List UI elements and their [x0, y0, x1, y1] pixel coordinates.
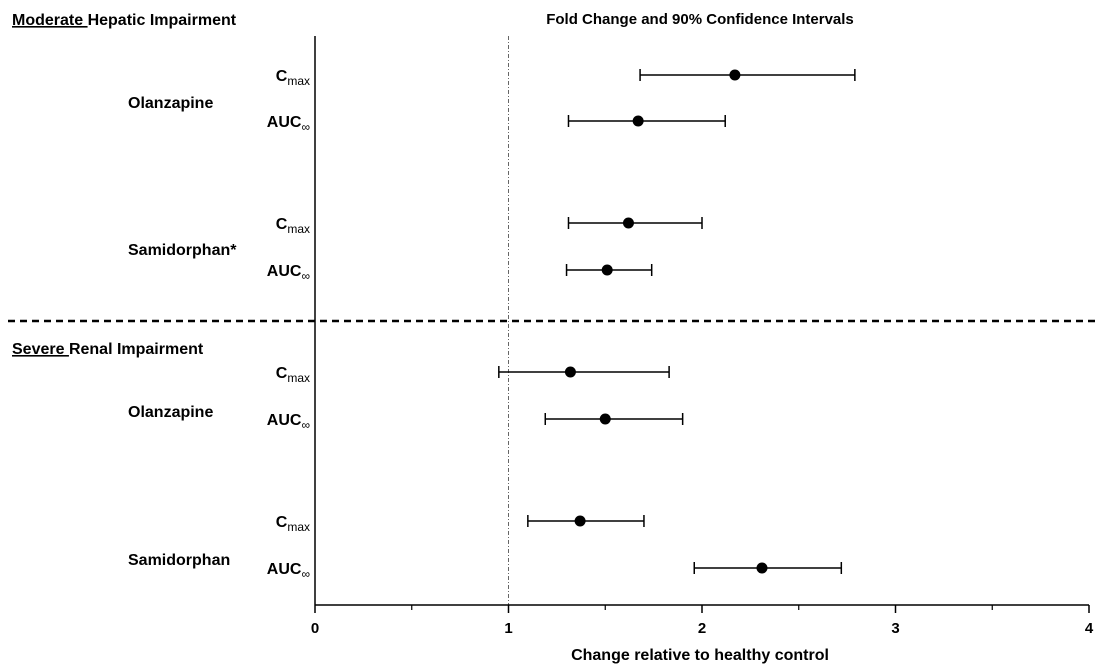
- drug-label: Samidorphan: [128, 552, 230, 569]
- confidence-intervals: [498, 69, 856, 574]
- point-estimate: [756, 562, 768, 574]
- parameter-subscript: max: [287, 371, 310, 385]
- point-estimate: [574, 515, 586, 527]
- parameter-main: AUC: [267, 263, 302, 280]
- parameter-main: AUC: [267, 561, 302, 578]
- parameter-label: Cmax: [276, 514, 310, 534]
- drug-label: Olanzapine: [128, 95, 213, 112]
- parameter-label: AUC∞: [267, 114, 310, 134]
- group-title: Severe Renal Impairment: [12, 341, 204, 358]
- parameter-subscript: max: [287, 74, 310, 88]
- parameter-subscript: ∞: [301, 269, 310, 283]
- parameter-main: C: [276, 365, 288, 382]
- parameter-subscript: max: [287, 520, 310, 534]
- parameter-main: AUC: [267, 114, 302, 131]
- x-tick-label: 4: [1085, 620, 1094, 637]
- chart-title: Fold Change and 90% Confidence Intervals: [546, 11, 854, 28]
- group-title-underlined: Severe: [12, 341, 69, 358]
- parameter-main: C: [276, 514, 288, 531]
- x-axis-label: Change relative to healthy control: [571, 647, 829, 664]
- parameter-subscript: ∞: [301, 418, 310, 432]
- parameter-main: C: [276, 68, 288, 85]
- parameter-subscript: max: [287, 222, 310, 236]
- parameter-subscript: ∞: [301, 567, 310, 581]
- parameter-main: C: [276, 216, 288, 233]
- parameter-main: AUC: [267, 412, 302, 429]
- point-estimate: [599, 413, 611, 425]
- group-title-underlined: Moderate: [12, 12, 88, 29]
- group-title-rest: Hepatic Impairment: [88, 12, 237, 29]
- point-estimate: [601, 264, 613, 276]
- drug-label: Samidorphan*: [128, 242, 237, 259]
- point-estimate: [564, 366, 576, 378]
- parameter-subscript: ∞: [301, 120, 310, 134]
- x-tick-label: 2: [698, 620, 706, 637]
- drug-labels: Olanzapine Samidorphan* Olanzapine Samidorp…: [128, 95, 237, 569]
- parameter-label: AUC∞: [267, 263, 310, 283]
- group-labels: Moderate Hepatic Impairment Severe Renal …: [12, 12, 237, 358]
- parameter-label: Cmax: [276, 216, 310, 236]
- x-axis-ticks: 0 1 2 3 4: [311, 605, 1094, 637]
- point-estimate: [622, 217, 634, 229]
- point-estimate: [729, 69, 741, 81]
- drug-label: Olanzapine: [128, 404, 213, 421]
- group-title-rest: Renal Impairment: [69, 341, 204, 358]
- parameter-label: AUC∞: [267, 412, 310, 432]
- group-title: Moderate Hepatic Impairment: [12, 12, 237, 29]
- parameter-label: AUC∞: [267, 561, 310, 581]
- parameter-label: Cmax: [276, 68, 310, 88]
- x-tick-label: 3: [891, 620, 899, 637]
- x-tick-label: 1: [504, 620, 512, 637]
- parameter-label: Cmax: [276, 365, 310, 385]
- point-estimate: [632, 115, 644, 127]
- x-tick-label: 0: [311, 620, 319, 637]
